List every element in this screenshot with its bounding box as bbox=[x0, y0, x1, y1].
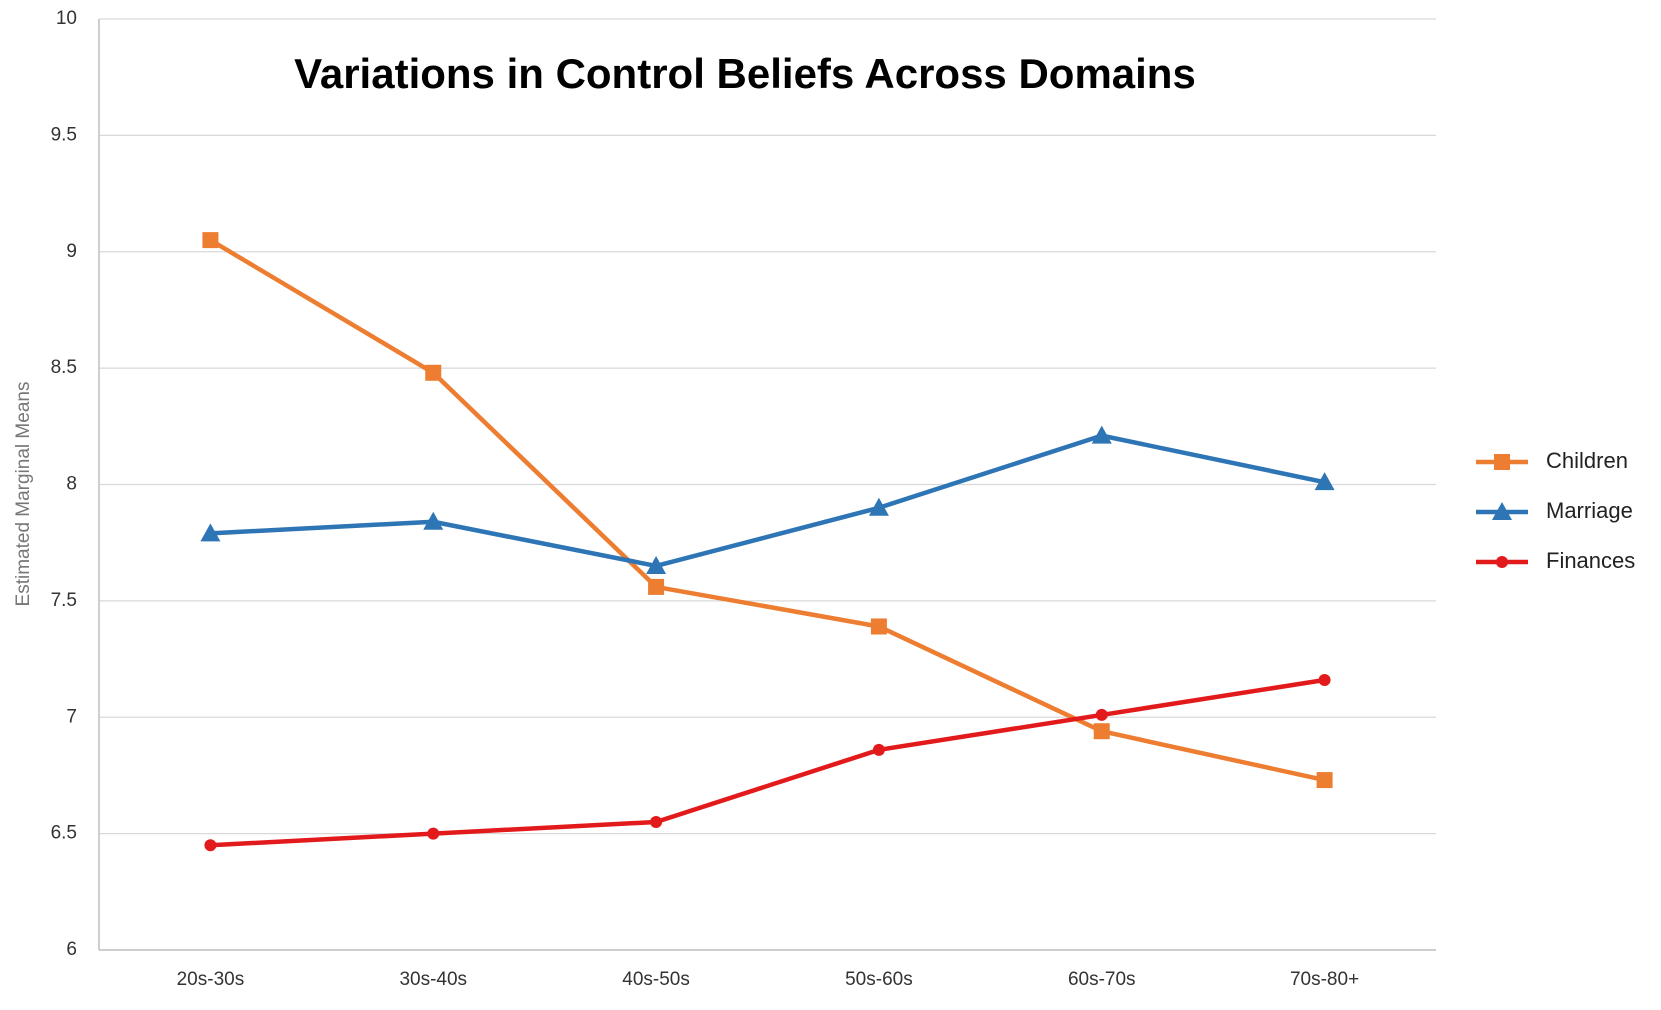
data-point bbox=[200, 523, 221, 542]
data-point bbox=[1314, 472, 1335, 491]
y-tick-label: 6 bbox=[66, 939, 77, 960]
data-point bbox=[1093, 723, 1110, 740]
series-line bbox=[209, 238, 1326, 783]
x-tick-label: 20s-30s bbox=[177, 969, 245, 990]
data-point bbox=[423, 511, 444, 530]
data-point bbox=[202, 232, 219, 249]
data-point bbox=[650, 815, 663, 828]
y-tick-label: 10 bbox=[56, 8, 77, 29]
series-line bbox=[210, 677, 1325, 848]
legend-marker bbox=[1496, 556, 1508, 568]
legend-marker bbox=[1494, 454, 1510, 470]
y-tick-label: 7.5 bbox=[51, 590, 77, 611]
data-point bbox=[1091, 425, 1112, 444]
y-tick-label: 9.5 bbox=[51, 124, 77, 145]
x-tick-label: 30s-40s bbox=[399, 969, 467, 990]
y-axis-label: Estimated Marginal Means bbox=[13, 382, 34, 607]
data-point bbox=[648, 578, 665, 595]
data-point bbox=[870, 618, 887, 635]
series-line bbox=[210, 433, 1326, 569]
x-tick-label: 40s-50s bbox=[622, 969, 690, 990]
x-tick-label: 70s-80+ bbox=[1290, 969, 1359, 990]
chart-title: Variations in Control Beliefs Across Dom… bbox=[294, 50, 1196, 97]
x-tick-label: 50s-60s bbox=[845, 969, 913, 990]
legend-marker bbox=[1492, 502, 1512, 520]
data-point bbox=[1318, 674, 1331, 687]
legend-label: Marriage bbox=[1546, 498, 1633, 523]
x-tick-label: 60s-70s bbox=[1068, 969, 1136, 990]
data-point bbox=[868, 497, 889, 516]
y-tick-label: 7 bbox=[66, 706, 77, 727]
data-point bbox=[872, 743, 885, 756]
legend-label: Children bbox=[1546, 448, 1628, 473]
data-point bbox=[1095, 708, 1108, 721]
y-tick-label: 8.5 bbox=[51, 357, 77, 378]
y-tick-label: 6.5 bbox=[51, 823, 77, 844]
data-point bbox=[646, 555, 667, 574]
y-tick-label: 8 bbox=[66, 474, 77, 495]
data-point bbox=[427, 827, 440, 840]
data-point bbox=[204, 839, 217, 852]
legend-label: Finances bbox=[1546, 548, 1635, 573]
data-point bbox=[425, 364, 442, 381]
y-tick-label: 9 bbox=[66, 241, 77, 262]
data-point bbox=[1316, 772, 1333, 789]
